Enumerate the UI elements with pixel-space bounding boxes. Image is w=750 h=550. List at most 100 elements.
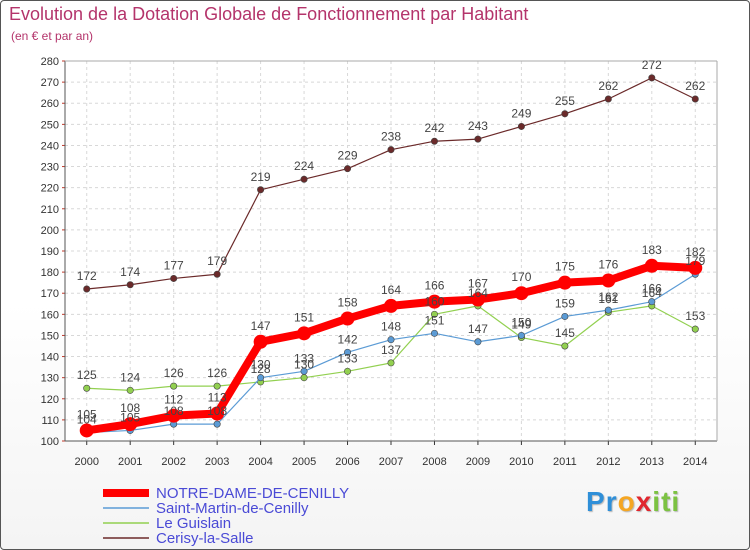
legend-swatch-cerisy [103,537,149,539]
y-tick-label: 200 [41,225,59,237]
data-label: 142 [338,332,358,346]
data-label: 177 [164,258,184,272]
series-point-1 [474,338,482,346]
x-tick-label: 2012 [596,456,620,468]
series-point-2 [344,367,352,375]
y-tick-label: 280 [41,56,59,68]
x-tick-label: 2014 [683,456,707,468]
series-point-3 [300,175,308,183]
data-label: 108 [120,401,140,415]
x-tick-label: 2003 [205,456,229,468]
series-point-3 [474,135,482,143]
data-label: 151 [424,313,444,327]
data-label: 160 [424,294,444,308]
series-point-3 [561,110,569,118]
y-tick-label: 260 [41,98,59,110]
data-label: 159 [555,296,575,310]
series-point-2 [170,382,178,390]
series-point-3 [691,95,699,103]
x-tick-label: 2007 [379,456,403,468]
legend-swatch-saint-martin [103,507,149,509]
series-point-1 [561,312,569,320]
data-label: 249 [511,106,531,120]
data-label: 164 [381,283,401,297]
x-tick-label: 2006 [335,456,359,468]
series-point-2 [561,342,569,350]
data-label: 113 [208,391,227,405]
legend-label: NOTRE-DAME-DE-CENILLY [156,485,350,502]
series-point-0 [688,260,703,275]
series-point-0 [557,275,572,290]
data-label: 243 [468,119,488,133]
data-label: 167 [468,277,488,291]
series-point-3 [517,122,525,130]
data-label: 238 [381,130,401,144]
data-label: 133 [338,351,358,365]
series-point-3 [170,274,178,282]
series-point-1 [213,420,221,428]
data-label: 108 [207,404,227,418]
series-point-3 [257,186,265,194]
series-point-2 [387,359,395,367]
series-point-3 [83,285,91,293]
data-label: 262 [598,79,618,93]
series-point-0 [210,406,225,421]
series-point-3 [648,74,656,82]
x-tick-label: 2002 [161,456,185,468]
series-point-1 [257,374,265,382]
series-point-1 [300,367,308,375]
x-tick-label: 2010 [509,456,533,468]
data-label: 105 [120,410,140,424]
proxiti-logo: Proxiti [586,486,680,518]
data-label: 175 [555,260,575,274]
series-point-2 [691,325,699,333]
logo-letter: r [605,486,618,517]
y-tick-label: 210 [41,204,59,216]
data-label: 112 [164,393,183,407]
data-label: 124 [120,370,140,384]
y-tick-label: 220 [41,183,59,195]
data-label: 183 [642,243,662,257]
data-label: 174 [120,265,140,279]
logo-letter: o [617,486,636,517]
data-label: 128 [251,362,271,376]
series-point-1 [517,331,525,339]
data-label: 104 [77,413,97,427]
series-point-0 [384,298,398,313]
data-label: 166 [424,279,444,293]
series-point-3 [213,270,221,278]
series-point-1 [648,298,656,306]
data-label: 150 [511,315,531,329]
series-point-0 [601,273,616,288]
data-label: 179 [207,254,227,268]
data-label: 166 [642,282,662,296]
x-tick-label: 2013 [640,456,664,468]
series-point-0 [253,334,268,349]
x-tick-label: 2005 [292,456,316,468]
legend-label: Le Guislain [156,515,232,532]
y-tick-label: 150 [41,330,59,342]
series-point-2 [213,382,221,390]
series-point-0 [427,294,442,309]
data-label: 130 [251,358,271,372]
data-label: 179 [685,254,705,268]
data-label: 170 [511,270,531,284]
series-point-0 [79,423,94,438]
chart-subtitle: (en € et par an) [11,29,94,43]
legend-swatch-notre-dame [103,489,149,497]
y-tick-label: 130 [41,373,59,385]
y-tick-label: 140 [41,352,59,364]
y-tick-label: 180 [41,267,59,279]
data-label: 145 [555,326,575,340]
y-tick-label: 250 [41,119,59,131]
logo-letter: t [661,486,672,517]
data-label: 219 [251,170,271,184]
data-label: 108 [164,404,184,418]
chart-title: Evolution de la Dotation Globale de Fonc… [9,4,529,24]
series-point-3 [604,95,612,103]
y-tick-label: 190 [41,246,59,258]
data-label: 147 [251,319,271,333]
series-point-2 [300,374,308,382]
